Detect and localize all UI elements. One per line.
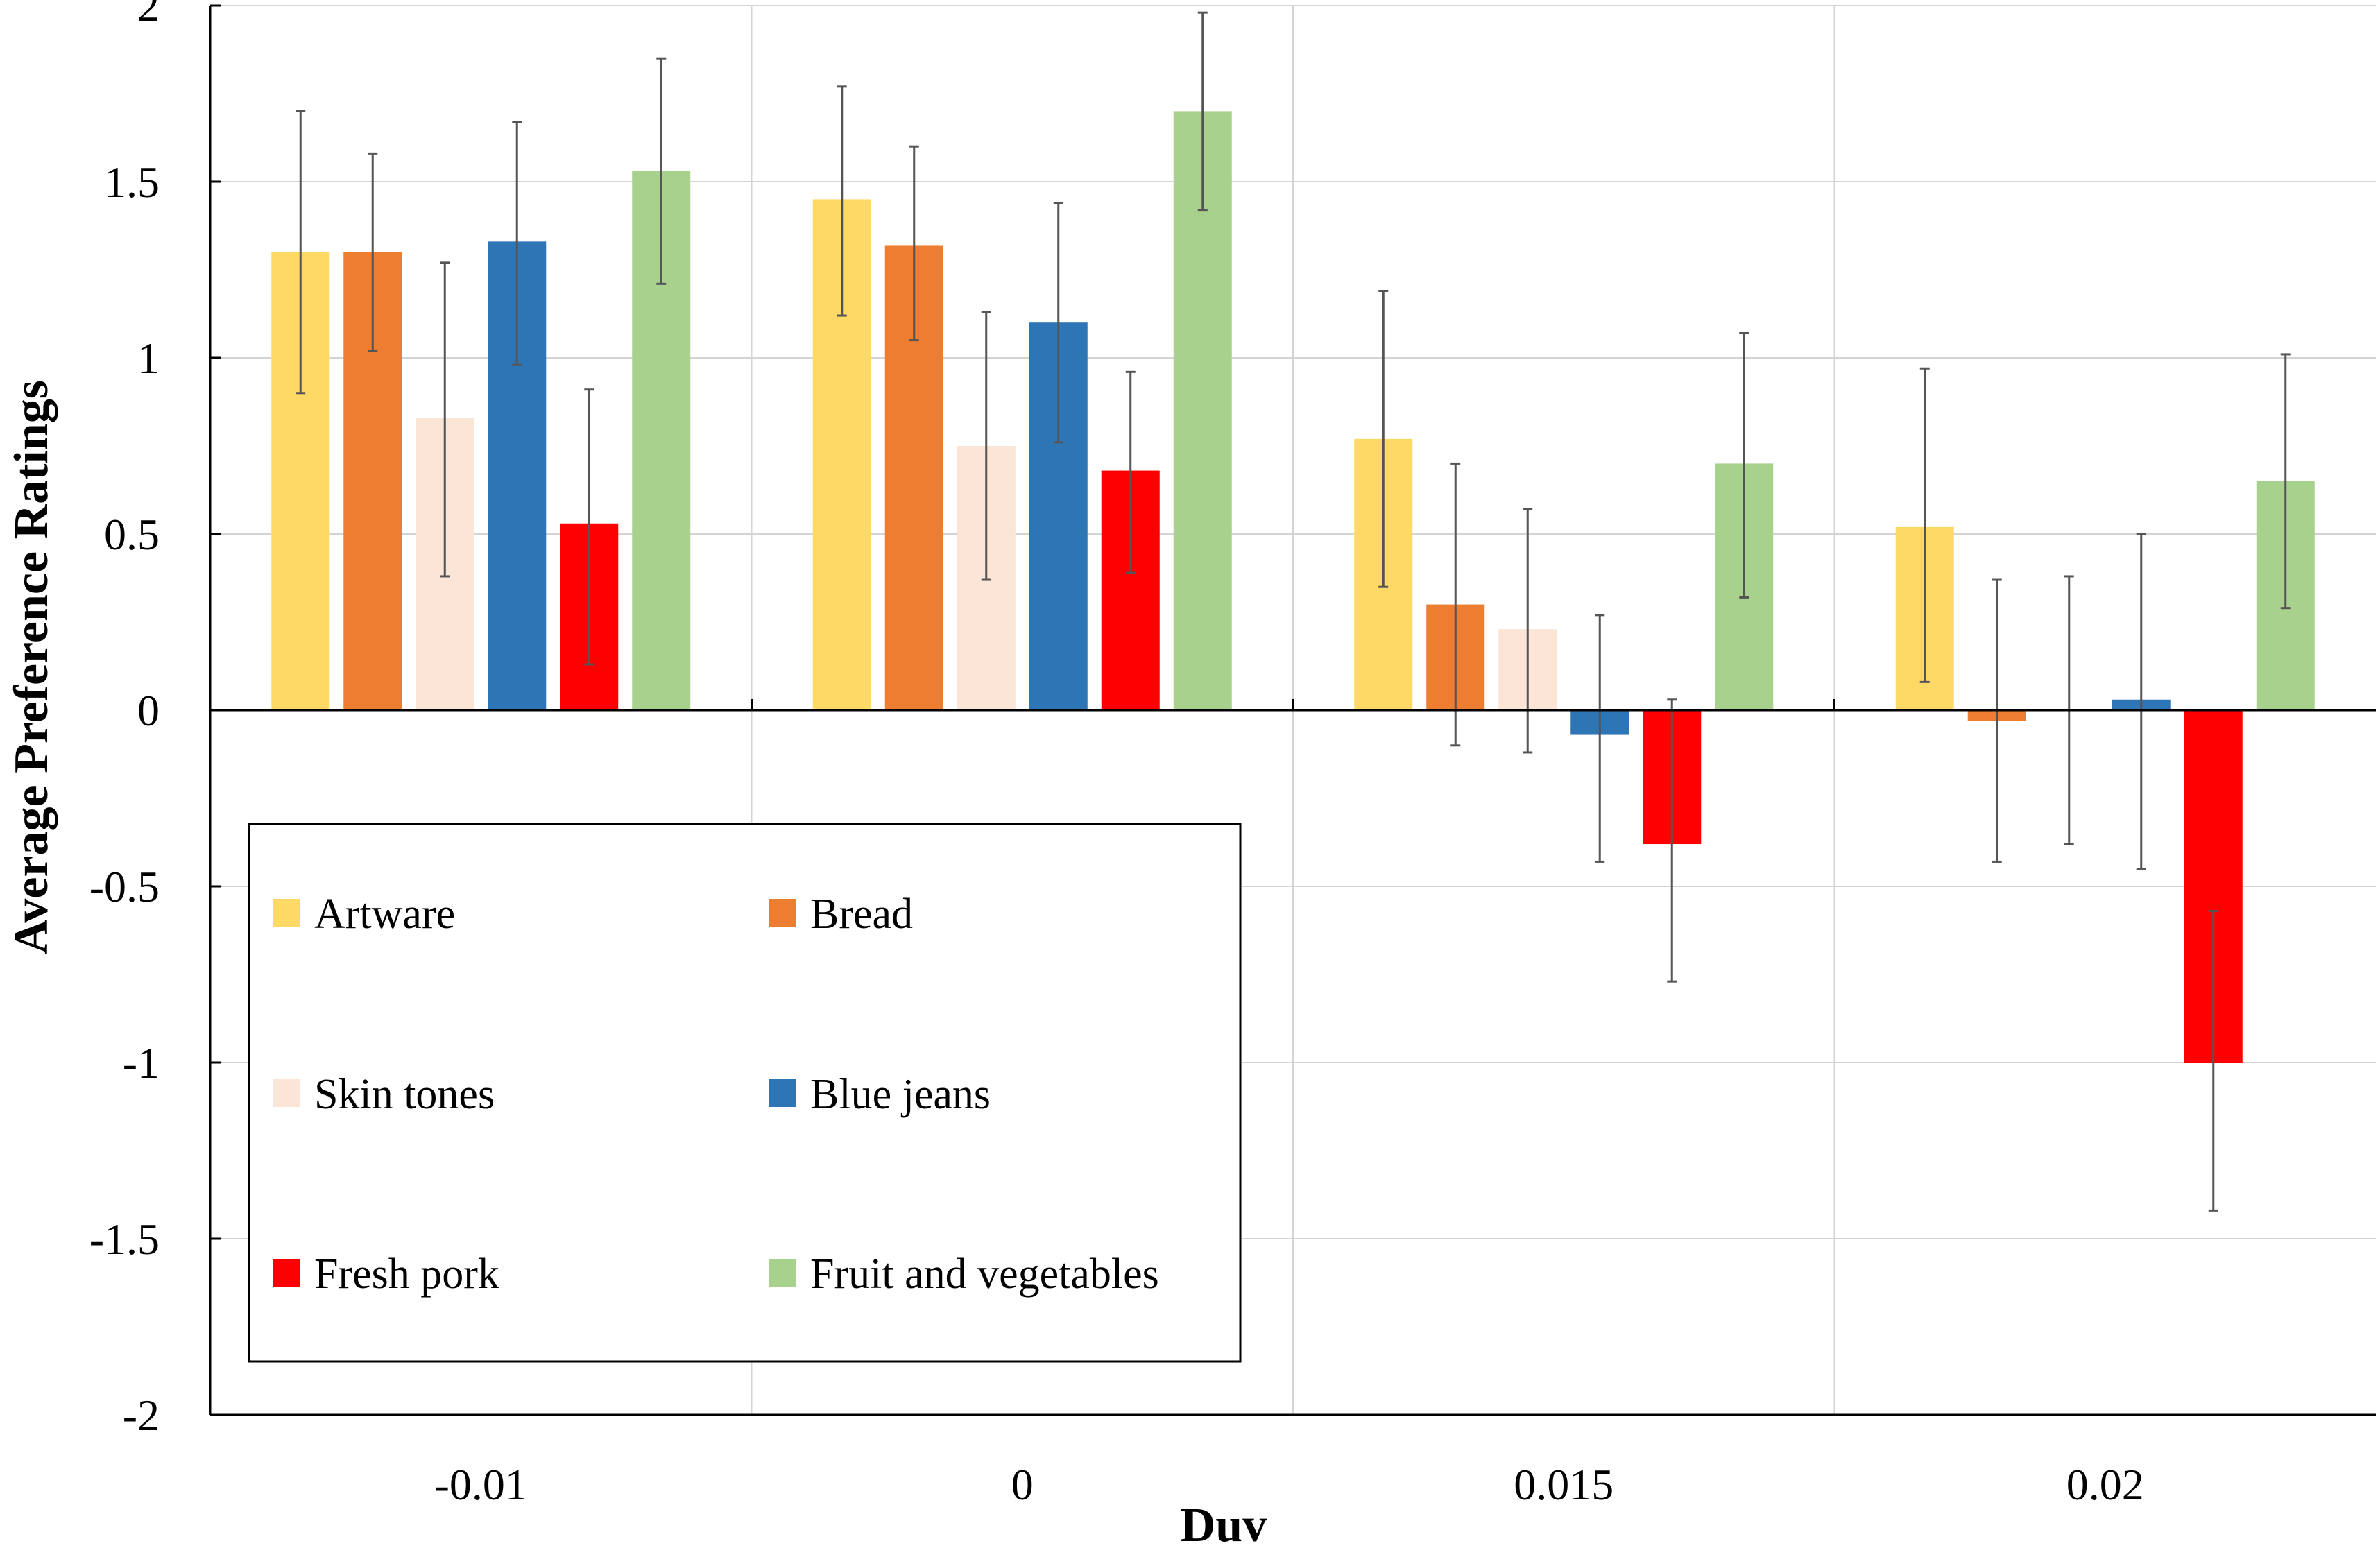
- y-tick-label: -0.5: [89, 862, 160, 911]
- x-tick-label: 0.02: [2066, 1460, 2144, 1509]
- bars-group: [271, 111, 2315, 1063]
- legend-label: Bread: [810, 891, 913, 938]
- legend-label: Artware: [314, 891, 455, 938]
- axes: [209, 4, 2376, 1416]
- y-tick-label: -1: [123, 1038, 160, 1087]
- y-tick-label: 1.5: [104, 157, 160, 207]
- legend-label: Fruit and vegetables: [810, 1250, 1159, 1298]
- legend-swatch: [769, 899, 796, 927]
- legend-swatch: [769, 1259, 796, 1287]
- y-tick-label: 2: [137, 0, 160, 31]
- y-axis-title: Average Preference Ratings: [5, 380, 58, 954]
- legend-label: Skin tones: [314, 1071, 495, 1118]
- y-tick-labels: 2 1.5 1 0.5 0 -0.5 -1 -1.5 -2: [89, 0, 160, 1440]
- bar: [1173, 111, 1232, 710]
- y-tick-label: 0: [137, 686, 160, 735]
- legend-swatch: [769, 1079, 796, 1107]
- y-tick-label: -1.5: [89, 1214, 160, 1264]
- x-tick-label: 0.015: [1514, 1460, 1613, 1509]
- x-tick-label: 0: [1011, 1460, 1034, 1509]
- legend: Artware Bread Skin tones Blue jeans Fresh po…: [248, 823, 1242, 1363]
- y-tick-label: 1: [137, 334, 160, 383]
- x-tick-labels: -0.01 0 0.015 0.02: [435, 1460, 2144, 1509]
- y-tick-label: -2: [123, 1391, 160, 1440]
- y-tick-label: 0.5: [104, 510, 160, 559]
- legend-swatch: [273, 899, 300, 927]
- legend-label: Blue jeans: [810, 1071, 991, 1118]
- legend-swatch: [273, 1259, 300, 1287]
- legend-box: [248, 823, 1242, 1363]
- legend-swatch: [273, 1079, 300, 1107]
- x-tick-label: -0.01: [435, 1460, 527, 1509]
- legend-label: Fresh pork: [314, 1250, 499, 1298]
- x-axis-title: Duv: [1181, 1499, 1267, 1548]
